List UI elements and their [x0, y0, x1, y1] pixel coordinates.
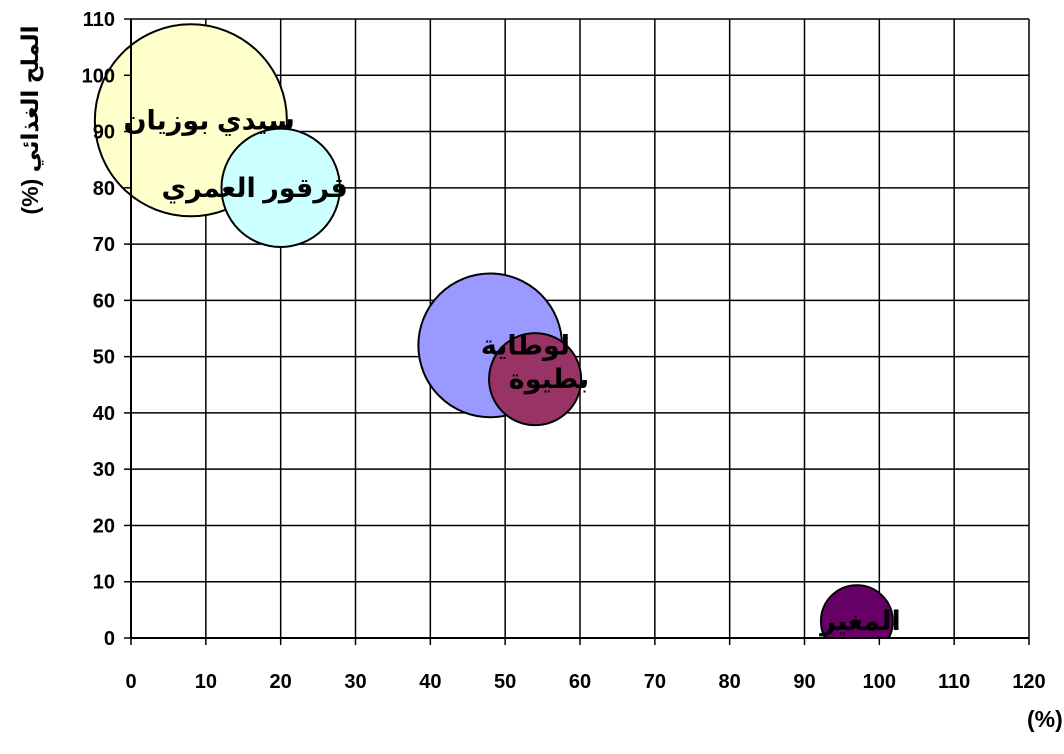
axes [124, 18, 1030, 645]
bubble-point [488, 332, 583, 427]
tick-labels: 0 10 20 30 40 50 60 70 80 90 100 110 120 0 10 20 30 40 50 6… [82, 9, 1046, 693]
y-tick-label: 10 [93, 572, 115, 594]
y-tick-label: 40 [93, 403, 115, 425]
x-tick-label: 70 [644, 671, 666, 693]
x-tick-label: 90 [793, 671, 815, 693]
bubbles [93, 23, 894, 638]
x-tick-label: 100 [863, 671, 896, 693]
bubble-label: بطيوة [509, 364, 589, 395]
y-tick-label: 0 [104, 628, 115, 650]
grid-lines [131, 18, 1030, 638]
y-tick-label: 70 [93, 234, 115, 256]
x-tick-label: 0 [125, 671, 136, 693]
bubble-point [819, 584, 894, 638]
y-tick-label: 50 [93, 347, 115, 369]
y-tick-label: 90 [93, 122, 115, 144]
x-tick-label: 10 [195, 671, 217, 693]
bubble-point [220, 127, 341, 248]
x-tick-label: 40 [419, 671, 441, 693]
y-tick-label: 80 [93, 178, 115, 200]
x-tick-label: 110 [938, 671, 970, 693]
y-tick-label: 30 [93, 459, 115, 481]
y-tick-label: 100 [82, 65, 115, 87]
x-tick-label: 120 [1012, 671, 1045, 693]
bubble-label: المغير [818, 606, 901, 637]
y-tick-label: 110 [83, 9, 115, 31]
y-tick-label: 60 [93, 290, 115, 312]
x-tick-label: 30 [344, 671, 366, 693]
bubble-label: قرقور العمري [161, 173, 347, 204]
x-tick-label: 20 [270, 671, 292, 693]
y-tick-label: 20 [93, 515, 115, 537]
x-tick-label: 50 [494, 671, 516, 693]
x-tick-label: 60 [569, 671, 591, 693]
x-tick-label: 80 [719, 671, 741, 693]
x-axis-title: الملح الصناعي (%) [1027, 706, 1064, 733]
bubble-label: سيدي بوزيان [124, 105, 295, 136]
bubble-label: لوطاية [481, 330, 570, 361]
y-axis-title: الملح الغذائي (%) [17, 25, 44, 214]
